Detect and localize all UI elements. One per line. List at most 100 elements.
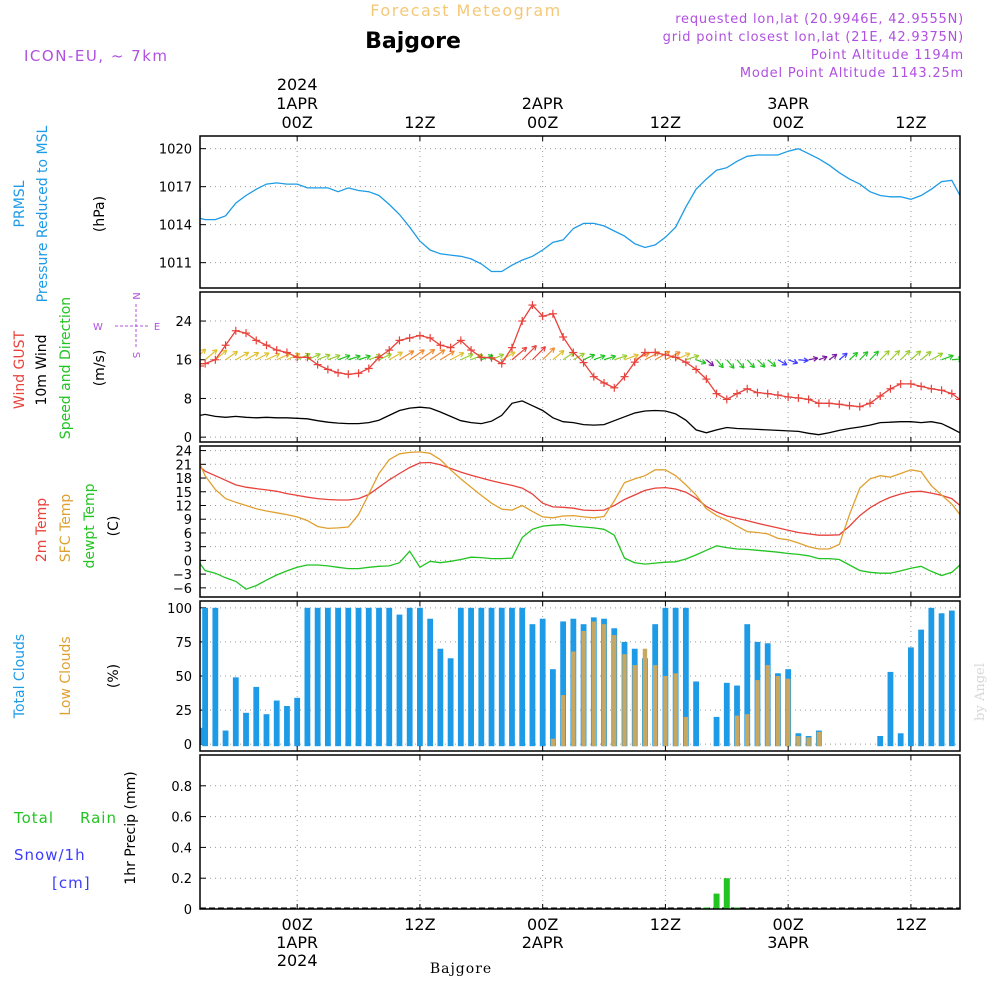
gust-marker	[211, 355, 220, 364]
wind-compass: N E S W	[93, 292, 160, 358]
time-label-top: 00Z	[772, 113, 803, 132]
total-clouds-bar	[273, 700, 280, 747]
gust-marker	[559, 333, 568, 341]
wind-arrow	[665, 351, 681, 361]
precip-total-label: Total	[13, 809, 54, 827]
gust-marker	[937, 386, 946, 395]
wind-arrow	[225, 350, 239, 361]
compass-n: N	[130, 292, 141, 299]
wind-frame	[199, 291, 961, 443]
precip-rain-label: Rain	[80, 809, 117, 827]
wind-arrow	[798, 357, 809, 364]
wind-arrow	[716, 359, 724, 369]
dewpt-temp-line	[200, 524, 960, 590]
model-label: ICON-EU, ~ 7km	[24, 47, 169, 65]
time-label-bottom: 00Z	[282, 915, 313, 934]
precip-ytick-label: 0	[184, 903, 192, 918]
wind-arrow	[552, 349, 565, 361]
gust-marker	[610, 383, 619, 392]
total-clouds-bar	[887, 671, 894, 747]
wind-10m-label: 10m Wind	[34, 334, 50, 405]
temperature-ytick-label: 12	[175, 499, 192, 514]
low-clouds-bar	[591, 621, 597, 747]
wind-panel-labels: Wind GUST 10m Wind Speed and Direction (…	[12, 297, 108, 439]
gust-marker	[548, 309, 557, 318]
temp-dewpt-label: dewpt Temp	[82, 483, 98, 568]
gust-marker	[334, 368, 343, 377]
compass-e: E	[154, 322, 160, 333]
precip-plot-area	[200, 755, 960, 909]
pressure-ytick-label: 1014	[159, 219, 192, 234]
time-label-bottom: 2APR	[522, 933, 564, 952]
total-clouds-bar	[529, 624, 536, 747]
gust-marker	[763, 389, 772, 398]
total-clouds-bar	[386, 607, 393, 747]
wind-arrow	[879, 350, 890, 361]
time-label-bottom: 12Z	[404, 915, 435, 934]
time-label-bottom: 12Z	[650, 915, 681, 934]
precip-axis-label: 1hr Precip (mm)	[123, 771, 139, 884]
low-clouds-bar	[550, 738, 556, 747]
wind-arrow	[951, 356, 960, 363]
total-clouds-bar	[539, 618, 546, 747]
low-clouds-bar	[642, 648, 648, 747]
gust-marker	[600, 378, 609, 387]
time-label-bottom: 00Z	[527, 915, 558, 934]
total-clouds-bar	[928, 607, 935, 747]
wind-arrow	[726, 359, 735, 369]
pressure-ytick-label: 1020	[159, 143, 192, 158]
gust-marker	[375, 353, 384, 362]
compass-s: S	[130, 352, 141, 358]
gust-marker	[242, 329, 251, 338]
gust-marker	[630, 358, 639, 367]
clouds-panel-labels: Total Clouds Low Clouds (%)	[12, 634, 122, 719]
gust-marker	[681, 358, 690, 367]
wind-arrow	[736, 359, 745, 369]
total-clouds-bar	[693, 681, 699, 747]
gust-marker	[354, 369, 363, 378]
wind-arrow	[235, 351, 250, 361]
time-label-bottom: 2024	[277, 951, 318, 970]
gust-marker	[784, 393, 793, 401]
gust-marker	[518, 317, 527, 326]
pressure-unit-label: (hPa)	[92, 196, 108, 232]
total-clouds-bar	[713, 716, 720, 747]
gust-marker	[917, 382, 926, 391]
low-clouds-bar	[571, 651, 576, 747]
gust-marker	[221, 341, 230, 350]
gust-marker	[896, 379, 905, 388]
gust-marker	[415, 331, 424, 340]
low-clouds-bar	[806, 737, 811, 747]
low-clouds-bar	[785, 678, 791, 747]
time-label-top: 12Z	[404, 113, 435, 132]
gust-marker	[804, 395, 813, 404]
wind-arrow	[358, 354, 371, 361]
total-clouds-bar	[200, 727, 203, 745]
gust-marker	[487, 353, 496, 362]
wind-arrow	[808, 355, 819, 362]
gust-marker	[692, 365, 701, 374]
temperature-ytick-label: 3	[184, 541, 192, 556]
low-clouds-bar	[652, 665, 658, 747]
wind-speed-direction-label: Speed and Direction	[58, 297, 74, 439]
gust-marker	[814, 399, 823, 408]
gust-marker	[364, 364, 373, 373]
footer-station: Bajgore	[430, 961, 492, 977]
low-clouds-bar	[663, 676, 668, 747]
time-label-bottom: 1APR	[276, 933, 318, 952]
precip-snow-unit: [cm]	[52, 874, 91, 892]
total-clouds-bar	[417, 607, 423, 747]
gust-marker	[579, 358, 588, 367]
wind-arrow	[818, 355, 828, 361]
total-clouds-bar	[948, 610, 955, 747]
wind-arrow	[910, 350, 922, 361]
time-label-bottom: 3APR	[767, 933, 809, 952]
precip-ytick-label: 0.6	[171, 811, 192, 826]
clouds-ytick-label: 100	[167, 602, 192, 617]
low-clouds-bar	[745, 714, 750, 747]
total-clouds-bar	[355, 607, 362, 747]
clouds-ytick-label: 25	[175, 704, 192, 719]
wind-arrow	[838, 352, 848, 361]
clouds-unit-label: (%)	[106, 664, 122, 688]
low-clouds-bar	[673, 673, 678, 747]
